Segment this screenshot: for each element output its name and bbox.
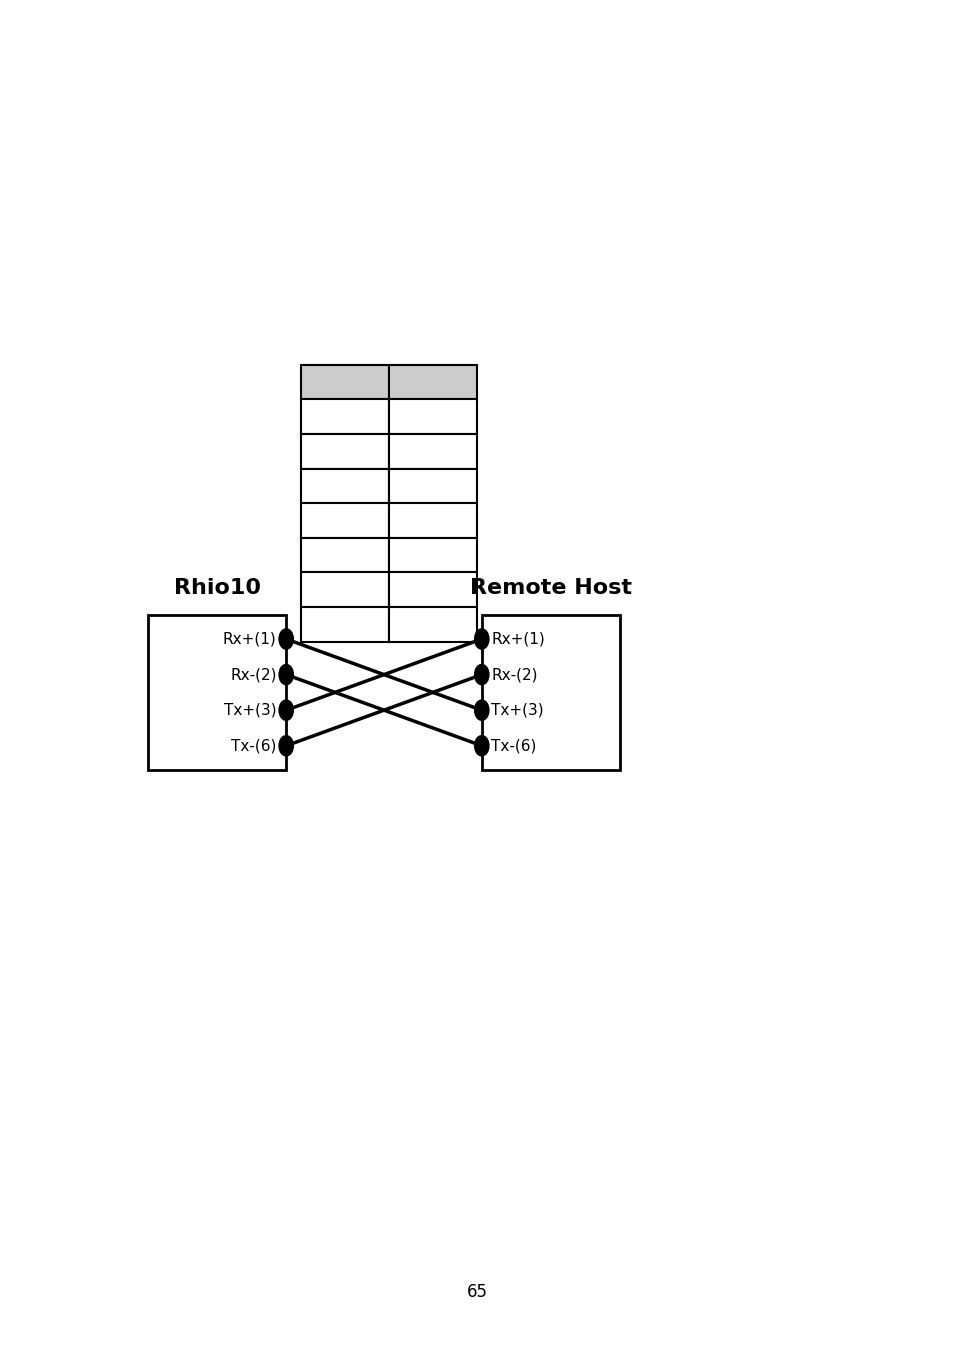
Text: Tx+(3): Tx+(3)	[491, 703, 543, 717]
Bar	[481, 615, 619, 770]
Bar	[389, 538, 476, 573]
Circle shape	[475, 736, 488, 757]
Bar	[300, 469, 389, 504]
Bar	[389, 434, 476, 469]
Bar	[148, 615, 286, 770]
Circle shape	[278, 700, 293, 720]
Bar	[300, 573, 389, 607]
Circle shape	[278, 665, 293, 685]
Bar	[300, 365, 389, 400]
Bar	[389, 607, 476, 642]
Text: Tx-(6): Tx-(6)	[491, 738, 537, 754]
Text: Remote Host: Remote Host	[470, 578, 632, 598]
Bar	[300, 434, 389, 469]
Bar	[389, 469, 476, 504]
Bar	[389, 504, 476, 538]
Bar	[389, 400, 476, 434]
Text: Rx+(1): Rx+(1)	[491, 631, 544, 647]
Text: Tx-(6): Tx-(6)	[231, 738, 276, 754]
Bar	[300, 504, 389, 538]
Bar	[300, 538, 389, 573]
Bar	[300, 400, 389, 434]
Circle shape	[475, 665, 488, 685]
Circle shape	[475, 700, 488, 720]
Text: Rx-(2): Rx-(2)	[491, 667, 537, 682]
Bar	[389, 365, 476, 400]
Text: Rx+(1): Rx+(1)	[223, 631, 276, 647]
Bar	[389, 573, 476, 607]
Text: 65: 65	[466, 1282, 487, 1301]
Text: Rx-(2): Rx-(2)	[230, 667, 276, 682]
Text: Rhio10: Rhio10	[173, 578, 261, 598]
Text: Tx+(3): Tx+(3)	[224, 703, 276, 717]
Circle shape	[475, 630, 488, 650]
Circle shape	[278, 736, 293, 757]
Bar	[300, 607, 389, 642]
Circle shape	[278, 630, 293, 650]
